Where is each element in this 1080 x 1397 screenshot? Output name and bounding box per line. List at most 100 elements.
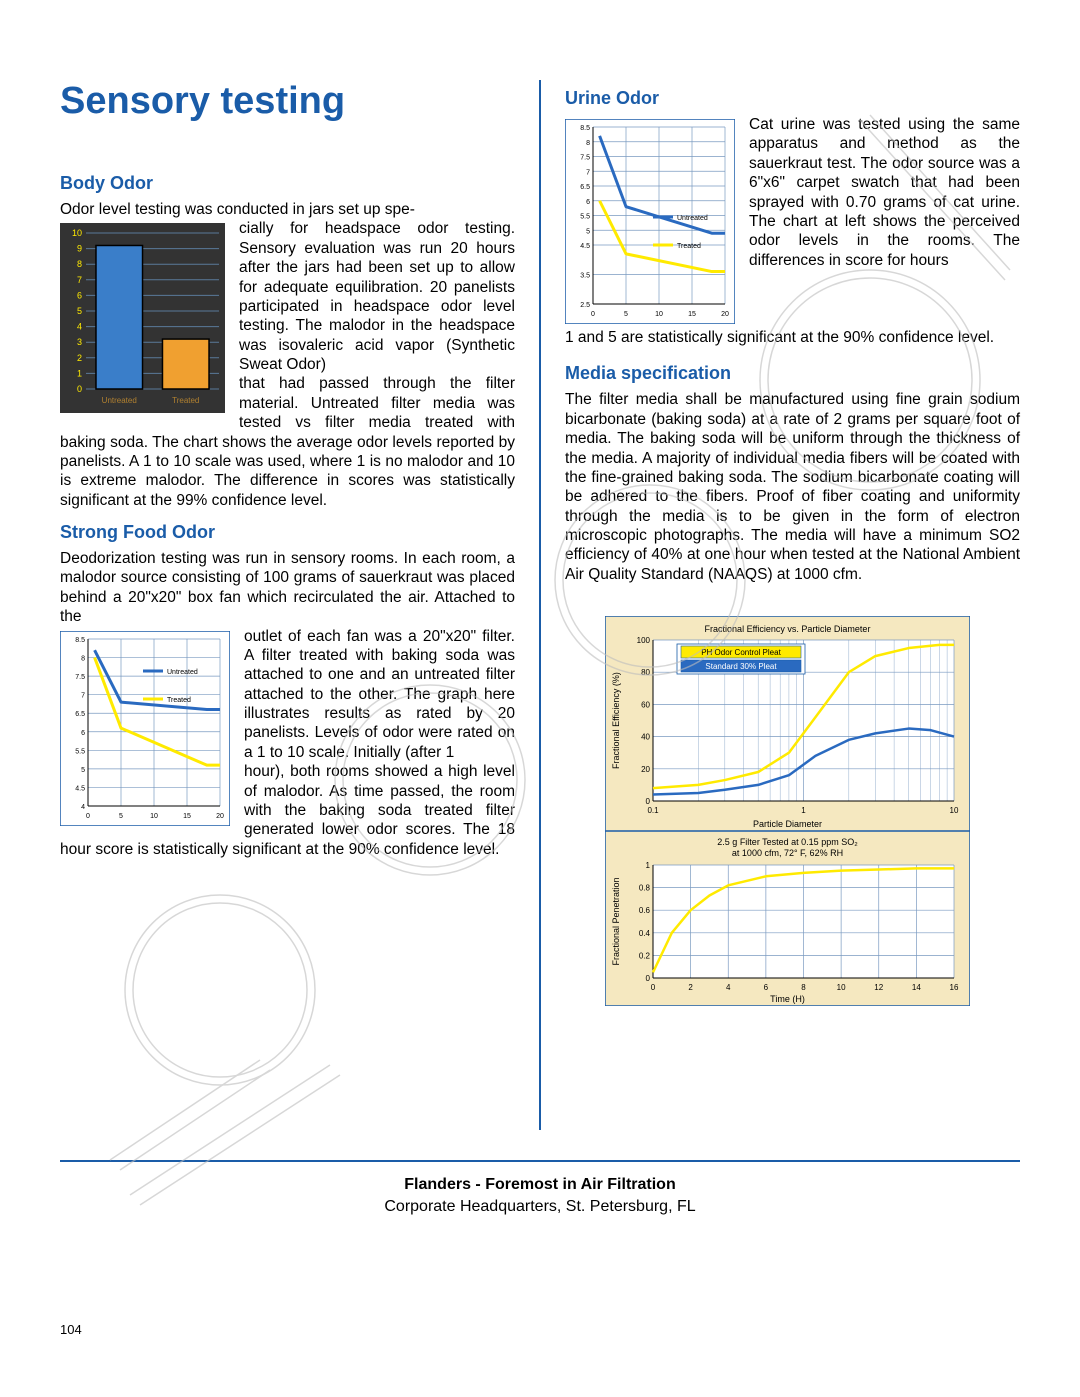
svg-text:0: 0	[86, 813, 90, 820]
heading-food-odor: Strong Food Odor	[60, 522, 515, 543]
svg-text:20: 20	[721, 311, 729, 318]
svg-text:1: 1	[646, 861, 651, 870]
svg-text:0.1: 0.1	[647, 806, 659, 815]
svg-text:4: 4	[77, 322, 82, 332]
svg-text:14: 14	[912, 983, 921, 992]
svg-text:0: 0	[591, 311, 595, 318]
svg-text:10: 10	[837, 983, 846, 992]
svg-text:Treated: Treated	[167, 697, 191, 704]
urine-odor-para-2: 1 and 5 are statistically significant at…	[565, 328, 1020, 347]
svg-text:10: 10	[655, 311, 663, 318]
svg-text:4.5: 4.5	[75, 785, 85, 792]
heading-body-odor: Body Odor	[60, 173, 515, 194]
svg-text:4: 4	[81, 804, 85, 811]
svg-text:Particle Diameter: Particle Diameter	[753, 819, 822, 829]
svg-text:0: 0	[646, 974, 651, 983]
svg-text:Untreated: Untreated	[677, 215, 708, 222]
body-odor-para-1: Odor level testing was conducted in jars…	[60, 200, 515, 219]
media-spec-para: The filter media shall be manufactured u…	[565, 390, 1020, 584]
svg-text:8: 8	[81, 655, 85, 662]
svg-text:5.5: 5.5	[580, 214, 590, 221]
svg-text:7: 7	[81, 692, 85, 699]
svg-text:7: 7	[586, 169, 590, 176]
content-columns: Sensory testing Body Odor Odor level tes…	[60, 80, 1020, 1150]
heading-media-spec: Media specification	[565, 363, 1020, 384]
svg-text:7: 7	[77, 275, 82, 285]
svg-text:7.5: 7.5	[580, 155, 590, 162]
svg-text:80: 80	[641, 668, 650, 677]
svg-text:40: 40	[641, 733, 650, 742]
svg-text:4.5: 4.5	[580, 243, 590, 250]
chart-urine-odor-line: 2.53.54.555.566.577.588.505101520Untreat…	[565, 119, 735, 324]
svg-text:6.5: 6.5	[580, 184, 590, 191]
svg-text:5: 5	[586, 228, 590, 235]
svg-text:0.6: 0.6	[639, 906, 651, 915]
svg-text:2: 2	[688, 983, 693, 992]
svg-text:PH Odor Control Pleat: PH Odor Control Pleat	[701, 648, 781, 657]
svg-text:Untreated: Untreated	[167, 669, 198, 676]
chart-efficiency-line: 0 20 40 60 80 100 0.1 1 10 Fractional Efficiency …	[605, 616, 970, 831]
svg-text:5.5: 5.5	[75, 748, 85, 755]
column-divider	[539, 80, 541, 1130]
svg-text:2.5: 2.5	[580, 302, 590, 309]
svg-text:15: 15	[688, 311, 696, 318]
svg-text:Fractional Efficiency (%): Fractional Efficiency (%)	[611, 672, 621, 769]
svg-text:20: 20	[641, 765, 650, 774]
svg-text:Time (H): Time (H)	[770, 994, 805, 1004]
svg-text:60: 60	[641, 701, 650, 710]
footer-rule	[60, 1160, 1020, 1162]
svg-text:10: 10	[950, 806, 959, 815]
right-column: Urine Odor 2.53.54.555.566.577.588.50510…	[565, 80, 1020, 1150]
svg-text:Untreated: Untreated	[102, 396, 137, 405]
svg-text:Fractional Efficiency vs. Part: Fractional Efficiency vs. Particle Diame…	[705, 624, 871, 634]
chart-body-odor-bar: 0 1 2 3 4 5 6 7 8 9 10 Untreated Treated	[60, 223, 225, 413]
svg-text:100: 100	[637, 636, 651, 645]
svg-text:8: 8	[77, 260, 82, 270]
svg-text:8.5: 8.5	[75, 637, 85, 644]
page-title: Sensory testing	[60, 80, 515, 123]
svg-text:4: 4	[726, 983, 731, 992]
svg-text:7.5: 7.5	[75, 674, 85, 681]
svg-text:8: 8	[801, 983, 806, 992]
svg-text:5: 5	[624, 311, 628, 318]
footer: Flanders - Foremost in Air Filtration Co…	[60, 1176, 1020, 1216]
svg-text:1: 1	[801, 806, 806, 815]
svg-text:12: 12	[874, 983, 883, 992]
heading-urine-odor: Urine Odor	[565, 88, 1020, 109]
svg-text:0: 0	[651, 983, 656, 992]
left-column: Sensory testing Body Odor Odor level tes…	[60, 80, 515, 1150]
svg-text:0: 0	[646, 797, 651, 806]
svg-text:20: 20	[216, 813, 224, 820]
svg-text:9: 9	[77, 244, 82, 254]
svg-text:6: 6	[586, 199, 590, 206]
svg-text:5: 5	[119, 813, 123, 820]
svg-text:6: 6	[764, 983, 769, 992]
svg-text:16: 16	[950, 983, 959, 992]
footer-title: Flanders - Foremost in Air Filtration	[60, 1176, 1020, 1194]
svg-text:10: 10	[150, 813, 158, 820]
svg-text:6: 6	[81, 729, 85, 736]
svg-text:1: 1	[77, 369, 82, 379]
svg-text:3.5: 3.5	[580, 273, 590, 280]
chart-penetration-line: 00.20.40.60.8102468101214162.5 g Filter …	[605, 831, 970, 1006]
svg-text:6.5: 6.5	[75, 711, 85, 718]
food-odor-para-1: Deodorization testing was run in sensory…	[60, 549, 515, 627]
svg-text:5: 5	[81, 766, 85, 773]
footer-address: Corporate Headquarters, St. Petersburg, …	[60, 1198, 1020, 1216]
page-number: 104	[60, 1322, 82, 1337]
svg-text:2: 2	[77, 353, 82, 363]
svg-text:15: 15	[183, 813, 191, 820]
svg-text:Treated: Treated	[172, 396, 199, 405]
svg-text:0: 0	[77, 384, 82, 394]
svg-text:2.5 g Filter Tested at 0.15 pp: 2.5 g Filter Tested at 0.15 ppm SO₂	[717, 837, 858, 847]
svg-text:5: 5	[77, 306, 82, 316]
svg-text:6: 6	[77, 291, 82, 301]
svg-text:Fractional Penetration: Fractional Penetration	[611, 878, 621, 966]
svg-text:at 1000 cfm, 72° F, 62% RH: at 1000 cfm, 72° F, 62% RH	[732, 848, 843, 858]
svg-text:0.8: 0.8	[639, 884, 651, 893]
chart-food-odor-line: 4 4.5 5 5.5 6 6.5 7 7.5 8 8.5 0 5 10 15 20 Untreated Tre…	[60, 631, 230, 826]
svg-text:8.5: 8.5	[580, 125, 590, 132]
svg-text:3: 3	[77, 338, 82, 348]
svg-text:10: 10	[72, 228, 82, 238]
svg-text:Treated: Treated	[677, 243, 701, 250]
